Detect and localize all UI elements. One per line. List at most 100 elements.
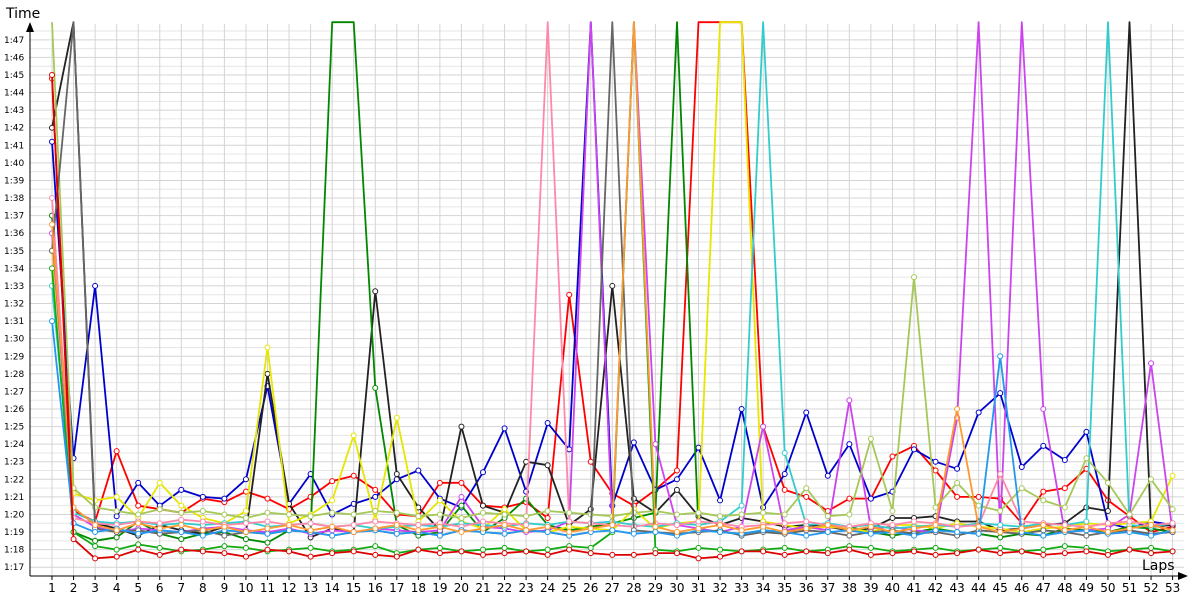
data-point (781, 520, 788, 527)
data-point (781, 486, 788, 493)
data-point (178, 516, 185, 523)
data-point (49, 71, 55, 78)
data-point (92, 522, 99, 529)
data-point (1104, 479, 1111, 486)
data-point (846, 441, 853, 448)
data-point (566, 523, 573, 530)
data-point (1148, 532, 1155, 539)
data-point (587, 458, 594, 465)
data-point (156, 525, 163, 532)
y-tick-label: 1:21 (4, 493, 24, 503)
data-point (566, 291, 573, 298)
data-point (587, 525, 594, 532)
data-point (92, 543, 99, 550)
data-point (911, 525, 917, 532)
data-point (1061, 456, 1068, 463)
data-point (1148, 522, 1155, 529)
y-tick-label: 1:35 (4, 247, 24, 257)
data-point (436, 511, 443, 518)
data-point (544, 529, 551, 536)
data-point (781, 544, 788, 551)
x-tick-label: 26 (583, 581, 598, 595)
data-point (372, 518, 379, 525)
data-point (1040, 497, 1047, 504)
y-tick-label: 1:18 (4, 546, 24, 556)
data-point (997, 390, 1004, 397)
data-point (911, 518, 917, 525)
x-tick-label: 33 (734, 581, 749, 595)
x-tick-label: 7 (177, 581, 185, 595)
data-point (652, 441, 659, 448)
data-point (954, 465, 961, 472)
axes: Time Laps (5, 6, 1188, 580)
data-point (803, 518, 810, 525)
data-point (889, 507, 896, 514)
x-tick-label: 38 (842, 581, 857, 595)
data-point (846, 495, 853, 502)
data-point (372, 288, 379, 295)
data-point (1061, 543, 1068, 550)
data-point (501, 544, 508, 551)
data-point (480, 509, 486, 516)
data-point (113, 493, 120, 500)
x-tick-label: 5 (134, 581, 142, 595)
data-point (49, 318, 55, 325)
data-point (436, 544, 443, 551)
data-point (867, 523, 874, 530)
data-point (1040, 532, 1047, 539)
data-point (264, 530, 271, 537)
y-tick-label: 1:25 (4, 423, 24, 433)
data-point (458, 423, 465, 430)
data-point (997, 507, 1004, 514)
data-point (544, 420, 551, 427)
x-tick-label: 51 (1122, 581, 1137, 595)
data-point (135, 530, 142, 537)
data-point (523, 527, 530, 534)
data-point (393, 509, 400, 516)
data-point (1040, 527, 1047, 534)
data-point (1148, 544, 1155, 551)
data-point (501, 425, 508, 432)
data-point (415, 467, 422, 474)
x-tick-label: 29 (648, 581, 663, 595)
data-point (846, 397, 853, 404)
data-point (609, 551, 616, 558)
data-point (997, 544, 1004, 551)
data-point (695, 509, 702, 516)
data-point (221, 532, 228, 539)
data-point (329, 523, 336, 530)
data-point (609, 522, 616, 529)
data-point (1148, 476, 1155, 483)
data-point (1061, 522, 1068, 529)
data-point (113, 448, 120, 455)
data-point (113, 553, 120, 560)
data-point (717, 513, 724, 520)
data-point (889, 522, 896, 529)
data-point (867, 544, 874, 551)
data-point (1018, 485, 1025, 492)
data-point (458, 502, 465, 509)
data-point (264, 344, 271, 351)
data-point (846, 532, 853, 539)
data-point (458, 548, 465, 555)
x-tick-label: 23 (518, 581, 533, 595)
y-tick-label: 1:47 (4, 36, 24, 46)
x-tick-label: 39 (863, 581, 878, 595)
data-point (1169, 548, 1176, 555)
data-point (544, 462, 551, 469)
x-tick-label: 37 (820, 581, 835, 595)
data-point (307, 544, 314, 551)
data-point (113, 534, 120, 541)
data-point (286, 548, 293, 555)
x-tick-label: 12 (281, 581, 296, 595)
y-tick-label: 1:30 (4, 335, 24, 345)
data-point (199, 493, 206, 500)
data-point (544, 551, 551, 558)
x-tick-label: 1 (48, 581, 56, 595)
data-point (911, 274, 917, 281)
data-point (156, 551, 163, 558)
x-axis-title: Laps (1142, 558, 1175, 574)
data-point (242, 476, 249, 483)
y-tick-label: 1:17 (4, 563, 24, 573)
